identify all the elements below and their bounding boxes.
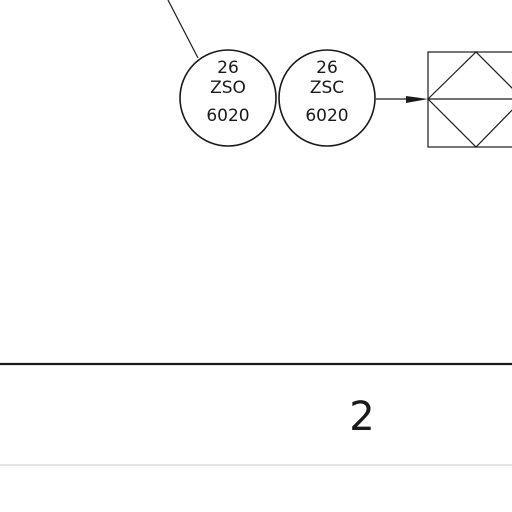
leader-line [167,0,199,59]
instrument-circle [179,49,277,147]
valve-symbol[interactable] [427,51,512,148]
valve-diamond-bottom [427,98,512,148]
instrument-circle [278,49,376,147]
valve-diamond-top [427,51,512,100]
instrument-bubble-zsc[interactable]: 26 ZSC 6020 [278,49,376,147]
instrument-tag: ZSO [210,78,246,98]
instrument-loop-number: 26 [217,58,239,78]
instrument-bubble-zso[interactable]: 26 ZSO 6020 [179,49,277,147]
instrument-tag: ZSC [310,78,344,98]
instrument-number: 6020 [206,106,249,126]
arrow-icon [406,96,428,103]
section-number: 2 [349,394,374,440]
instrument-number: 6020 [305,106,348,126]
instrument-loop-number: 26 [316,58,338,78]
